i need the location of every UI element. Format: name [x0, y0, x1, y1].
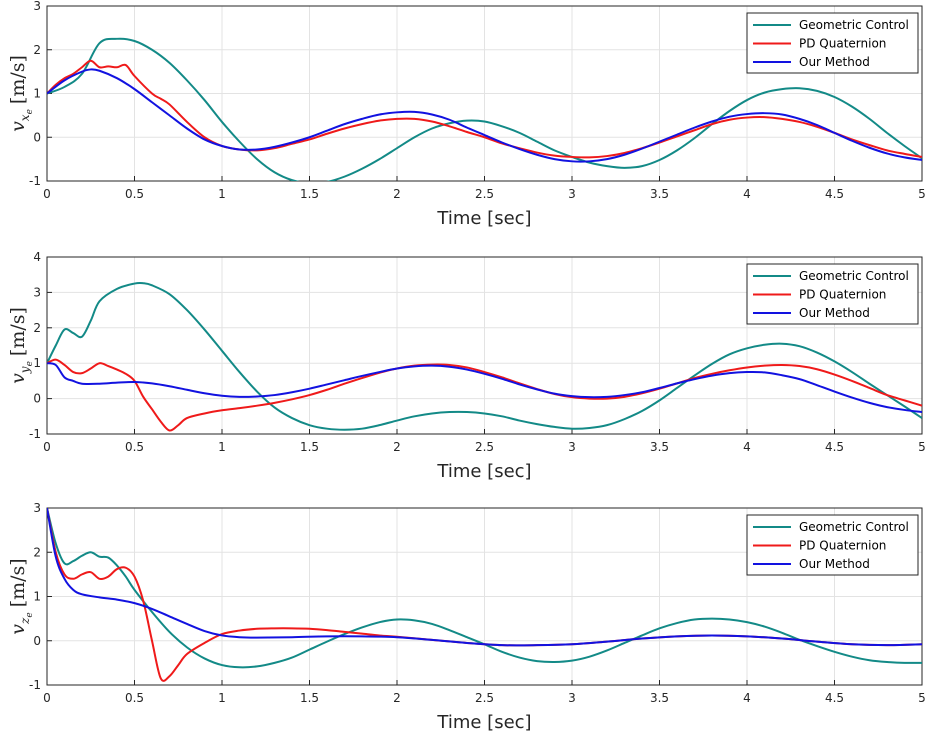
- x-tick-label: 5: [918, 187, 926, 201]
- x-tick-label: 3: [568, 187, 576, 201]
- x-tick-label: 2.5: [475, 440, 494, 454]
- y-tick-label: 2: [33, 43, 41, 57]
- y-label-subscript: y: [18, 366, 32, 374]
- y-tick-label: 1: [33, 590, 41, 604]
- y-axis-label: vxe [m/s]: [7, 55, 35, 132]
- legend: Geometric Control PD Quaternion Our Method: [746, 263, 919, 325]
- x-axis-label: Time [sec]: [436, 712, 531, 733]
- series-line-geometric: [47, 508, 922, 669]
- series-group: [47, 508, 922, 682]
- x-tick-label: 1: [218, 691, 226, 705]
- x-tick-label: 0.5: [125, 691, 144, 705]
- series-line-ours: [47, 508, 922, 647]
- x-tick-label: 2.5: [475, 691, 494, 705]
- legend: Geometric Control PD Quaternion Our Method: [746, 12, 919, 74]
- y-label-symbol: v: [7, 121, 29, 132]
- series-line-pd: [47, 59, 922, 159]
- series-line-geometric: [47, 37, 922, 181]
- y-tick-label: 3: [33, 0, 41, 13]
- y-label-subsubscript: e: [25, 612, 35, 617]
- y-label-symbol: v: [7, 624, 29, 635]
- y-tick-label: 0: [33, 130, 41, 144]
- legend-label: Geometric Control: [799, 520, 909, 534]
- x-tick-label: 3.5: [650, 440, 669, 454]
- x-tick-label: 5: [918, 691, 926, 705]
- legend-label: PD Quaternion: [799, 37, 886, 51]
- y-label-unit: [m/s]: [7, 307, 29, 356]
- y-tick-label: -1: [29, 427, 41, 441]
- series-line-ours: [47, 362, 922, 414]
- y-label-subscript: z: [18, 617, 32, 625]
- x-tick-label: 4.5: [825, 440, 844, 454]
- legend: Geometric Control PD Quaternion Our Method: [746, 514, 919, 576]
- y-label-unit: [m/s]: [7, 558, 29, 607]
- y-tick-label: 3: [33, 285, 41, 299]
- x-tick-label: 4: [743, 691, 751, 705]
- x-tick-label: 0: [43, 691, 51, 705]
- y-tick-label: 2: [33, 545, 41, 559]
- legend-label: Geometric Control: [799, 18, 909, 32]
- x-tick-label: 4.5: [825, 187, 844, 201]
- x-axis-label: Time [sec]: [436, 208, 531, 229]
- y-tick-label: 4: [33, 250, 41, 264]
- x-tick-label: 3: [568, 440, 576, 454]
- x-tick-label: 2: [393, 691, 401, 705]
- y-tick-label: 2: [33, 321, 41, 335]
- y-tick-label: -1: [29, 678, 41, 692]
- series-group: [47, 37, 922, 181]
- x-tick-label: 1: [218, 187, 226, 201]
- x-tick-label: 2: [393, 187, 401, 201]
- legend-label: PD Quaternion: [799, 288, 886, 302]
- x-tick-label: 0.5: [125, 440, 144, 454]
- y-label-subscript: x: [18, 114, 32, 121]
- y-axis-label: vze [m/s]: [7, 558, 35, 634]
- legend-label: Geometric Control: [799, 269, 909, 283]
- y-tick-label: 3: [33, 501, 41, 515]
- legend-label: Our Method: [799, 306, 870, 320]
- x-tick-label: 3.5: [650, 187, 669, 201]
- x-tick-label: 1.5: [300, 187, 319, 201]
- x-tick-label: 2: [393, 440, 401, 454]
- y-label-subsubscript: e: [25, 361, 35, 366]
- x-tick-label: 0: [43, 187, 51, 201]
- x-tick-label: 4: [743, 187, 751, 201]
- legend-label: Our Method: [799, 557, 870, 571]
- x-tick-label: 2.5: [475, 187, 494, 201]
- y-label-unit: [m/s]: [7, 55, 29, 104]
- x-tick-label: 3.5: [650, 691, 669, 705]
- y-axis-label: vye [m/s]: [7, 307, 35, 384]
- x-tick-label: 4.5: [825, 691, 844, 705]
- y-tick-label: 1: [33, 356, 41, 370]
- y-tick-label: 1: [33, 87, 41, 101]
- x-tick-label: 3: [568, 691, 576, 705]
- series-line-ours: [47, 68, 922, 163]
- x-tick-label: 0.5: [125, 187, 144, 201]
- x-axis-label: Time [sec]: [436, 461, 531, 482]
- x-tick-label: 1: [218, 440, 226, 454]
- y-tick-label: -1: [29, 174, 41, 188]
- legend-label: PD Quaternion: [799, 539, 886, 553]
- y-label-subsubscript: e: [25, 109, 35, 114]
- x-tick-label: 1.5: [300, 440, 319, 454]
- series-line-geometric: [47, 281, 922, 431]
- x-tick-label: 0: [43, 440, 51, 454]
- x-tick-label: 4: [743, 440, 751, 454]
- y-label-symbol: v: [7, 373, 29, 384]
- x-tick-label: 1.5: [300, 691, 319, 705]
- y-tick-label: 0: [33, 634, 41, 648]
- y-tick-label: 0: [33, 392, 41, 406]
- series-group: [47, 281, 922, 432]
- x-tick-label: 5: [918, 440, 926, 454]
- legend-label: Our Method: [799, 55, 870, 69]
